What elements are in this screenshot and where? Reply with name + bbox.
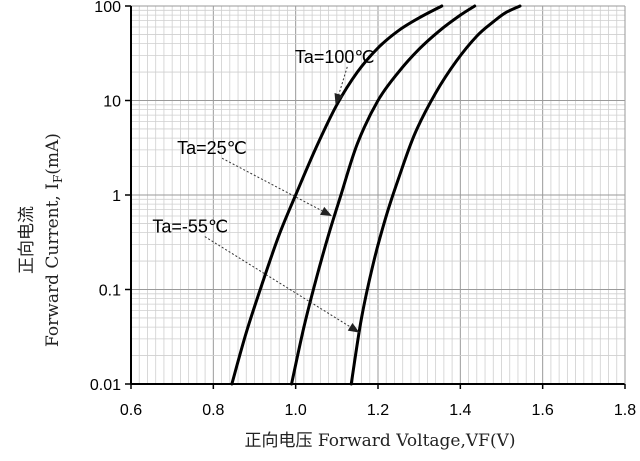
annotation-arrowhead bbox=[334, 92, 344, 105]
annotation-label: Ta=100℃ bbox=[295, 47, 375, 67]
y-axis-title-cn: 正向电流 bbox=[17, 206, 37, 274]
y-axis-title-unit: (mA) bbox=[43, 133, 63, 175]
y-axis-title: 正向电流 bbox=[17, 206, 37, 274]
x-tick-label: 1.4 bbox=[449, 402, 471, 419]
series-line bbox=[349, 4, 522, 386]
annotation-arrowhead bbox=[320, 206, 332, 216]
y-tick-label: 0.1 bbox=[99, 283, 121, 300]
x-tick-label: 0.6 bbox=[120, 402, 142, 419]
y-tick-label: 0.01 bbox=[90, 377, 121, 394]
y-axis-title-en: Forward Current, IF(mA) bbox=[43, 133, 65, 347]
series-lines bbox=[230, 4, 522, 386]
x-tick-labels: 0.6 0.8 1.0 1.2 1.4 1.6 1.8 bbox=[120, 402, 636, 419]
y-axis-title-main: Forward Current, I bbox=[43, 183, 63, 347]
x-tick-label: 1.6 bbox=[532, 402, 554, 419]
annotations: Ta=100℃ Ta=25℃ Ta=-55℃ bbox=[152, 47, 375, 334]
x-tick-label: 1.8 bbox=[614, 402, 636, 419]
annotation-label: Ta=-55℃ bbox=[152, 217, 228, 237]
x-tick-label: 1.2 bbox=[367, 402, 389, 419]
x-tick-label: 0.8 bbox=[202, 402, 224, 419]
y-tick-label: 1 bbox=[112, 188, 121, 205]
y-tick-label: 100 bbox=[94, 0, 121, 16]
annotation-label: Ta=25℃ bbox=[177, 138, 247, 158]
y-tick-label: 10 bbox=[103, 94, 121, 111]
series-line bbox=[290, 4, 477, 386]
grid-lines bbox=[130, 5, 626, 385]
annotation-arrow bbox=[221, 157, 333, 217]
annotation-arrowhead bbox=[347, 322, 360, 333]
axes bbox=[125, 5, 626, 389]
x-axis-title: 正向电压 Forward Voltage,VF(V) bbox=[244, 431, 515, 451]
series-line bbox=[230, 4, 444, 386]
y-axis-title-sub: F bbox=[51, 175, 65, 183]
x-tick-label: 1.0 bbox=[285, 402, 307, 419]
y-axis-title-en-group: Forward Current, IF(mA) bbox=[43, 133, 65, 347]
y-tick-labels: 0.01 0.1 1 10 100 bbox=[90, 0, 121, 394]
